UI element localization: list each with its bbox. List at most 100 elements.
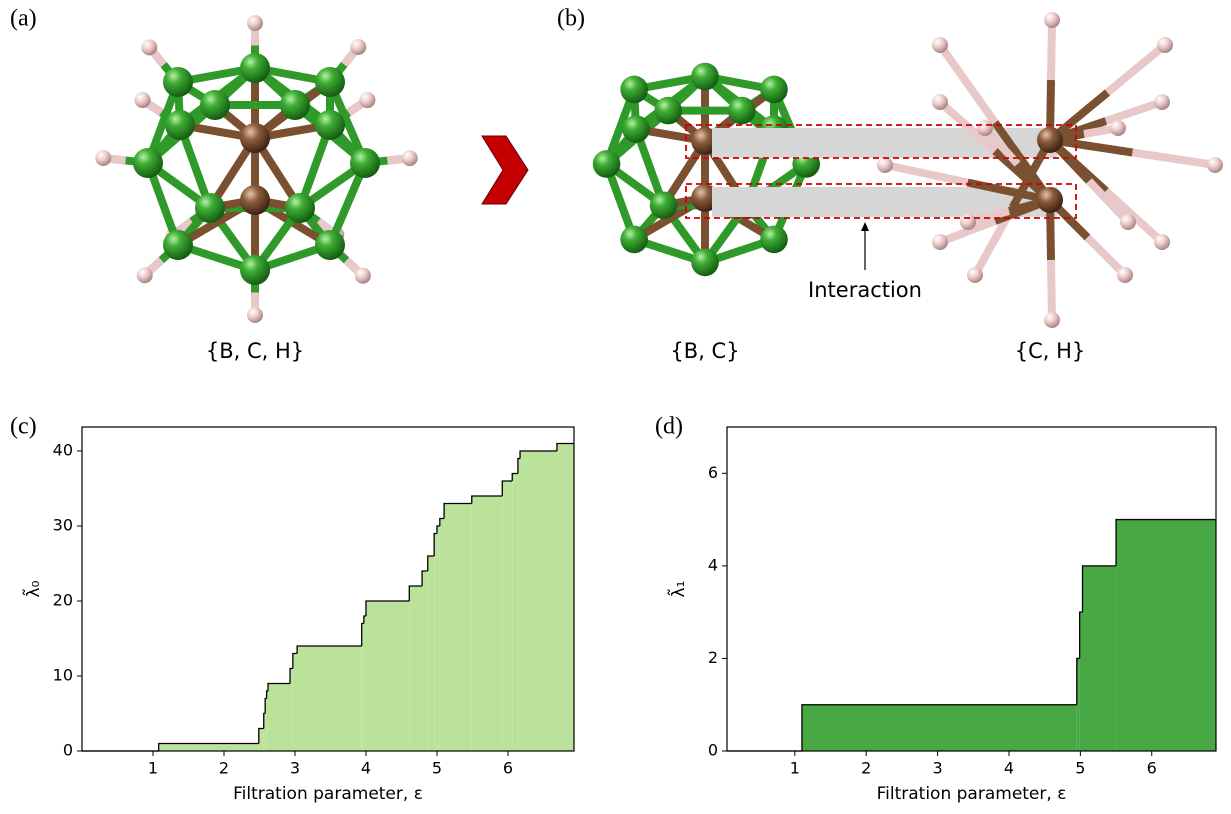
bond xyxy=(884,161,969,187)
atom-b xyxy=(728,96,756,125)
atom-b xyxy=(691,62,719,91)
y-tick-label: 10 xyxy=(53,666,73,685)
step-line xyxy=(511,472,518,481)
step-area xyxy=(556,443,574,751)
atom-b xyxy=(280,90,310,120)
step-line xyxy=(433,532,437,556)
atom-b xyxy=(200,90,230,120)
step-area xyxy=(409,586,423,751)
atom-c xyxy=(240,185,270,215)
atom-h xyxy=(960,214,976,230)
step-area xyxy=(502,481,513,751)
step-area xyxy=(290,668,293,751)
atom-b xyxy=(654,96,682,125)
x-axis-label: Filtration parameter, ε xyxy=(233,784,423,804)
bond xyxy=(1084,234,1128,278)
atom-b xyxy=(622,115,650,143)
atom-h xyxy=(977,120,993,136)
step-line xyxy=(439,517,445,526)
y-tick-label: 0 xyxy=(63,741,73,760)
atom-b xyxy=(163,67,193,97)
x-tick-label: 2 xyxy=(219,759,229,778)
x-tick-label: 5 xyxy=(432,759,442,778)
step-line xyxy=(289,667,293,684)
bond xyxy=(1103,188,1165,245)
atom-h xyxy=(1154,234,1170,250)
step-area xyxy=(361,623,364,751)
step-area xyxy=(439,518,445,751)
y-axis-label: λ̃₁ xyxy=(667,581,689,598)
atom-h xyxy=(1120,214,1136,230)
step-line xyxy=(292,652,298,669)
step-area xyxy=(1079,612,1083,751)
atom-h xyxy=(247,307,263,323)
x-tick-label: 4 xyxy=(1004,759,1014,778)
atom-c xyxy=(1037,127,1063,153)
atom-b xyxy=(760,225,788,254)
x-tick-label: 2 xyxy=(861,759,871,778)
plot-frame xyxy=(726,426,1217,752)
step-line xyxy=(471,495,503,504)
atom-h xyxy=(967,267,983,283)
atom-h xyxy=(1044,312,1060,328)
step-line xyxy=(1079,611,1083,659)
step-area xyxy=(158,743,259,751)
caption: {B, C} xyxy=(670,339,739,363)
atom-h xyxy=(932,234,948,250)
x-tick-label: 6 xyxy=(1147,759,1157,778)
atom-h xyxy=(401,150,418,167)
step-area xyxy=(444,503,472,751)
atom-h xyxy=(932,37,948,53)
atom-b xyxy=(620,225,648,254)
step-area xyxy=(1082,565,1117,751)
arrow-chevron xyxy=(481,135,529,205)
caption: {B, C, H} xyxy=(206,339,304,363)
x-tick-label: 5 xyxy=(1075,759,1085,778)
step-area xyxy=(427,556,435,751)
atom-c xyxy=(691,127,719,155)
atom-h xyxy=(134,92,151,109)
step-line xyxy=(427,555,435,571)
molecule-illustrations xyxy=(95,15,820,323)
step-area xyxy=(1076,658,1080,751)
bond xyxy=(938,217,997,246)
step-area xyxy=(268,683,291,751)
step-area xyxy=(520,451,557,751)
step-line xyxy=(1076,657,1080,705)
step-area xyxy=(265,698,267,751)
plot-frame xyxy=(81,426,575,752)
atom-h xyxy=(141,39,158,56)
step-line xyxy=(361,622,364,646)
atom-b xyxy=(315,110,345,140)
bond xyxy=(1131,148,1216,169)
atom-h xyxy=(247,15,263,31)
y-tick-label: 20 xyxy=(53,591,73,610)
atom-h xyxy=(136,267,153,284)
step-line xyxy=(296,645,362,654)
step-area xyxy=(517,458,521,751)
step-area xyxy=(258,728,264,751)
step-area xyxy=(471,496,503,751)
step-line xyxy=(443,502,472,519)
panel-label: (d) xyxy=(655,414,683,440)
atom-c xyxy=(691,184,719,212)
step-line xyxy=(421,570,428,586)
y-tick-label: 2 xyxy=(708,648,718,667)
atom-h xyxy=(1157,37,1173,53)
step-area xyxy=(801,704,1077,751)
x-tick-label: 4 xyxy=(361,759,371,778)
step-area xyxy=(436,526,440,751)
atom-b xyxy=(285,193,315,223)
step-line xyxy=(801,704,1077,751)
atom-h xyxy=(1154,94,1170,110)
atom-b xyxy=(691,248,719,277)
panel-label: (a) xyxy=(10,6,37,32)
step-area xyxy=(512,473,518,751)
atom-b xyxy=(165,110,195,140)
molecule-illustrations xyxy=(877,12,1223,328)
atom-h xyxy=(95,149,112,166)
y-tick-label: 6 xyxy=(708,463,718,482)
bond xyxy=(1086,178,1131,225)
step-area xyxy=(365,601,410,751)
